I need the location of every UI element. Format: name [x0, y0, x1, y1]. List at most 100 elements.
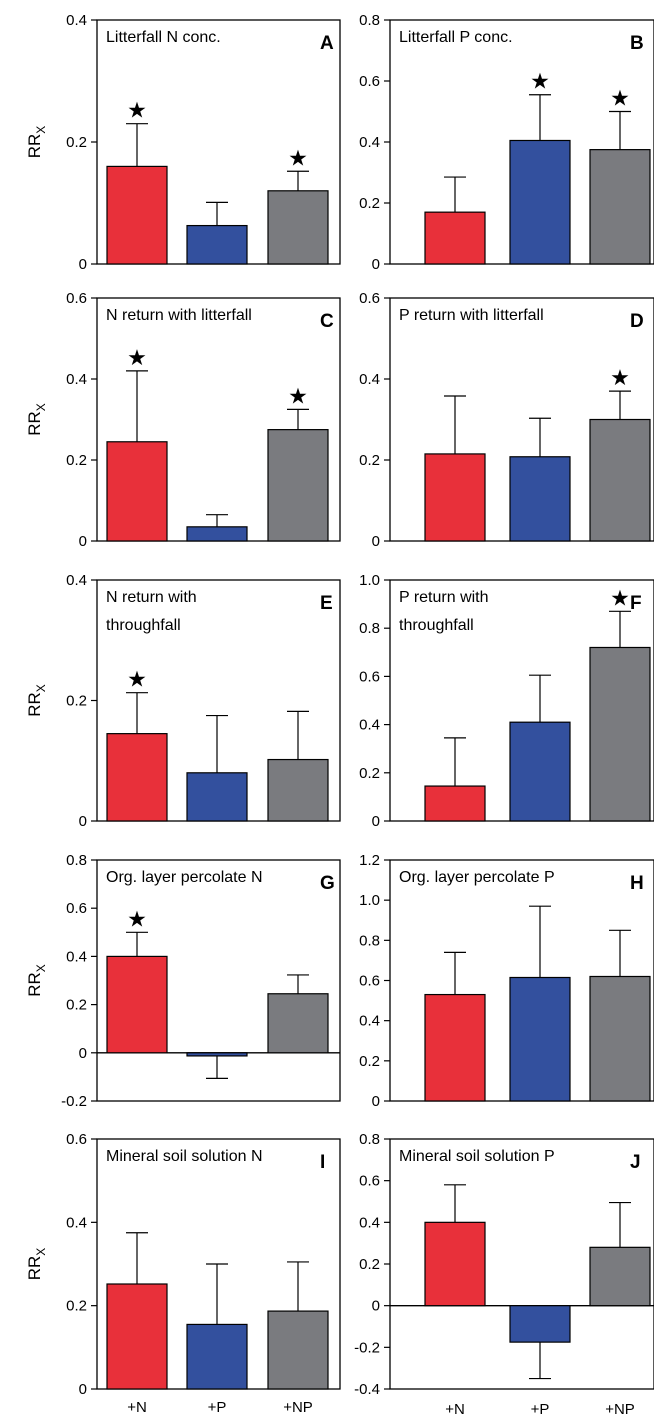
bar-plus-p — [186, 1323, 248, 1390]
significance-star: ★ — [610, 586, 630, 611]
panel-G: -0.2 0 0.2 0.4 0.6 0.8 ★ Org. layer percolate N… — [25, 852, 341, 1110]
y-tick-label: 0 — [372, 1298, 380, 1315]
bar-plus-np — [589, 149, 651, 265]
panel-title: Litterfall N conc. — [106, 29, 221, 46]
y-tick-label: 0.2 — [359, 452, 380, 469]
y-tick-label: 0.6 — [359, 973, 380, 990]
y-axis-label: RRX — [25, 1248, 48, 1281]
panel-J: -0.4 -0.2 0 0.2 0.4 0.6 0.8 Mineral soil soluti… — [354, 1131, 654, 1418]
bar-plus-np — [267, 190, 329, 265]
bar-plus-np — [589, 975, 651, 1102]
y-axis-label-subscript: X — [34, 684, 48, 692]
bar-plus-p — [186, 526, 248, 542]
bar-plus-np — [589, 646, 651, 822]
y-tick-label: 0.4 — [66, 371, 87, 388]
y-tick-label: 0 — [372, 813, 380, 830]
y-tick-label: 0.4 — [359, 1013, 380, 1030]
y-tick-label: 0.4 — [66, 572, 87, 589]
significance-star: ★ — [127, 99, 147, 124]
bar-plus-p — [186, 1052, 248, 1057]
y-axis-label-main: RR — [25, 692, 44, 717]
x-tick-label: +N — [127, 1399, 147, 1416]
bar-plus-n — [106, 733, 168, 822]
y-tick-label: 0 — [372, 533, 380, 550]
panel-letter: D — [630, 311, 644, 332]
y-axis-label-main: RR — [25, 411, 44, 436]
panel-title: Org. layer percolate P — [399, 869, 555, 886]
bar-plus-n — [106, 165, 168, 265]
x-tick-label: +P — [531, 1401, 550, 1418]
significance-star: ★ — [288, 384, 308, 409]
panel-C: 0 0.2 0.4 0.6 ★ ★ N return with litterfall C RRX — [25, 290, 341, 550]
y-tick-label: 0.2 — [359, 1053, 380, 1070]
panel-H: 0 0.2 0.4 0.6 0.8 1.0 1.2 Org. layer percolate … — [359, 852, 654, 1110]
y-tick-label: 0 — [79, 1045, 87, 1062]
y-tick-label: 0.2 — [66, 134, 87, 151]
y-tick-label: 0 — [79, 533, 87, 550]
y-tick-label: 0.8 — [359, 1131, 380, 1148]
y-tick-label: 0.2 — [359, 765, 380, 782]
panel-D: 0 0.2 0.4 0.6 ★ P return with litterfall D — [359, 290, 654, 550]
bar-plus-n — [424, 785, 486, 822]
bar-plus-n — [424, 993, 486, 1102]
panel-title: throughfall — [399, 617, 474, 634]
panel-title: throughfall — [106, 617, 181, 634]
y-axis-label-main: RR — [25, 1256, 44, 1281]
significance-star: ★ — [610, 366, 630, 391]
bar-plus-n — [106, 1283, 168, 1390]
bar-plus-n — [424, 453, 486, 542]
bar-plus-n — [106, 955, 168, 1054]
bar-plus-np — [589, 1246, 651, 1307]
y-tick-label: 0 — [372, 256, 380, 273]
y-tick-label: 0 — [79, 1381, 87, 1398]
bar-plus-n — [106, 441, 168, 542]
y-tick-label: 0.8 — [359, 12, 380, 29]
panel-letter: B — [630, 33, 644, 54]
y-axis-label: RRX — [25, 964, 48, 997]
y-tick-label: -0.2 — [354, 1339, 380, 1356]
y-tick-label: 0.6 — [359, 73, 380, 90]
panel-title: Org. layer percolate N — [106, 869, 263, 886]
panel-title: P return with litterfall — [399, 307, 544, 324]
y-tick-label: 0.4 — [66, 12, 87, 29]
y-tick-label: 0.6 — [359, 1173, 380, 1190]
y-tick-label: 0 — [79, 813, 87, 830]
bar-plus-p — [186, 772, 248, 822]
bar-plus-p — [509, 456, 571, 542]
bar-plus-p — [509, 1305, 571, 1343]
y-tick-label: 0.4 — [359, 134, 380, 151]
y-tick-label: 0.2 — [359, 195, 380, 212]
y-tick-label: 0.2 — [66, 997, 87, 1014]
bar-plus-p — [509, 976, 571, 1102]
y-tick-label: 0.4 — [66, 1214, 87, 1231]
x-tick-label: +P — [208, 1399, 227, 1416]
significance-star: ★ — [610, 87, 630, 112]
y-tick-label: 0.4 — [66, 948, 87, 965]
bar-plus-n — [424, 211, 486, 265]
y-tick-label: 1.2 — [359, 852, 380, 869]
bar-plus-np — [267, 1310, 329, 1390]
y-axis-label-subscript: X — [34, 1248, 48, 1256]
y-tick-label: 0.4 — [359, 1214, 380, 1231]
y-tick-label: 0.6 — [66, 900, 87, 917]
panel-letter: E — [320, 593, 333, 614]
y-tick-label: 1.0 — [359, 892, 380, 909]
panel-B: 0 0.2 0.4 0.6 0.8 ★ ★ Litterfall P conc. B — [359, 12, 654, 273]
bar-plus-p — [186, 224, 248, 265]
y-tick-label: 0.6 — [66, 1131, 87, 1148]
panel-letter: J — [630, 1152, 641, 1173]
panel-letter: F — [630, 593, 642, 614]
y-tick-label: 0.4 — [359, 717, 380, 734]
bar-plus-np — [267, 758, 329, 822]
y-tick-label: 0.8 — [66, 852, 87, 869]
panel-title: Mineral soil solution P — [399, 1148, 555, 1165]
y-tick-label: -0.4 — [354, 1381, 380, 1398]
significance-star: ★ — [288, 146, 308, 171]
panel-letter: C — [320, 311, 334, 332]
y-tick-label: 0.2 — [66, 1298, 87, 1315]
panel-letter: H — [630, 873, 644, 894]
panel-title: P return with — [399, 589, 489, 606]
x-tick-label: +NP — [283, 1399, 313, 1416]
bar-plus-n — [424, 1221, 486, 1307]
